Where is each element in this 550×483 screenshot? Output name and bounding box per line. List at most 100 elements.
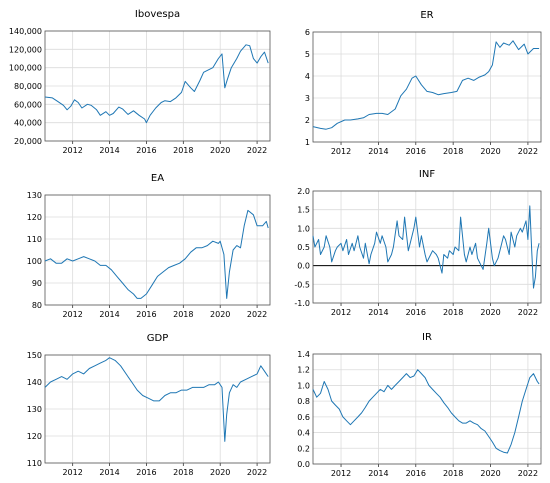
y-tick-label: 120	[27, 432, 42, 441]
y-tick-label: 1.4	[297, 350, 310, 359]
plot-frame	[312, 190, 542, 304]
y-tick-label: 110	[27, 235, 42, 244]
chart-ibovespa: 20,000 40,000 60,000 80,000 100,000 120,000 14…	[9, 9, 271, 155]
x-tick-label: 2020	[480, 469, 500, 478]
y-tick-label: 0.5	[297, 243, 310, 252]
y-tick-label: 130	[27, 405, 42, 414]
x-tick-label: 2020	[480, 308, 500, 317]
x-tick-label: 2014	[368, 308, 388, 317]
x-tick-label: 2022	[518, 469, 538, 478]
x-tick-label: 2018	[443, 469, 463, 478]
x-tick-label: 2020	[210, 468, 230, 477]
y-tick-label: 5	[305, 50, 310, 59]
y-tick-label: 2.0	[297, 187, 310, 196]
y-tick-label: 40,000	[14, 119, 42, 128]
y-tick-label: 0.2	[297, 444, 310, 453]
plot-frame	[44, 354, 271, 464]
plot-area	[313, 354, 541, 464]
x-tick-label: 2020	[210, 146, 230, 155]
x-tick-label: 2018	[443, 308, 463, 317]
y-tick-label: 1.0	[297, 381, 310, 390]
x-tick-label: 2016	[136, 468, 156, 477]
y-tick-label: 150	[27, 351, 42, 360]
x-tick-label: 2016	[406, 147, 426, 156]
x-tick-label: 2020	[480, 147, 500, 156]
y-tick-label: 20,000	[14, 137, 42, 146]
x-tick-label: 2022	[518, 308, 538, 317]
y-tick-label: 100,000	[9, 64, 42, 73]
chart-title: GDP	[147, 333, 168, 344]
y-tick-label: 140	[27, 378, 42, 387]
series-line-gdp	[44, 357, 269, 442]
chart-title: Ibovespa	[135, 9, 180, 20]
y-tick-label: 2	[305, 116, 310, 125]
x-tick-label: 2022	[247, 468, 267, 477]
y-tick-label: -0.5	[294, 280, 310, 289]
chart-title: EA	[151, 173, 164, 184]
y-tick-label: 100	[27, 257, 42, 266]
x-tick-label: 2016	[406, 308, 426, 317]
chart-ir: 0.0 0.2 0.4 0.6 0.8 1.0 1.2 1.4 2012 2014 2016 2018…	[297, 332, 542, 478]
y-tick-label: 140,000	[9, 27, 42, 36]
y-tick-label: 4	[305, 72, 310, 81]
x-tick-label: 2016	[136, 146, 156, 155]
x-tick-label: 2012	[331, 147, 351, 156]
x-tick-label: 2018	[173, 310, 193, 319]
x-tick-label: 2014	[99, 468, 119, 477]
y-tick-label: -1.0	[294, 299, 310, 308]
plot-frame	[44, 194, 271, 306]
plot-frame	[312, 31, 542, 143]
plot-area	[313, 32, 541, 142]
y-tick-label: 90	[32, 279, 42, 288]
chart-title: IR	[422, 332, 432, 343]
x-tick-label: 2014	[99, 146, 119, 155]
x-tick-label: 2016	[406, 469, 426, 478]
x-tick-label: 2014	[368, 469, 388, 478]
y-tick-label: 0.0	[297, 460, 310, 469]
x-tick-label: 2018	[443, 147, 463, 156]
y-tick-label: 0.4	[297, 429, 310, 438]
y-tick-label: 1.2	[297, 366, 310, 375]
chart-title: ER	[420, 10, 433, 21]
y-tick-label: 130	[27, 191, 42, 200]
chart-inf: -1.0 -0.5 0.0 0.5 1.0 1.5 2.0 2012 2014 2016 2018 2…	[294, 169, 542, 317]
x-tick-label: 2018	[173, 146, 193, 155]
x-tick-label: 2018	[173, 468, 193, 477]
series-line-ea	[44, 209, 269, 299]
x-tick-label: 2014	[368, 147, 388, 156]
y-tick-label: 6	[305, 28, 310, 37]
y-tick-label: 3	[305, 94, 310, 103]
x-tick-label: 2016	[136, 310, 156, 319]
plot-frame	[312, 353, 542, 465]
y-tick-label: 1	[305, 138, 310, 147]
y-tick-label: 0.8	[297, 397, 310, 406]
y-tick-label: 120	[27, 213, 42, 222]
y-tick-label: 80	[32, 301, 42, 310]
plot-area	[45, 195, 270, 305]
y-tick-label: 80,000	[14, 82, 42, 91]
y-tick-label: 1.0	[297, 224, 310, 233]
x-tick-label: 2012	[62, 146, 82, 155]
series-line-er	[312, 40, 540, 130]
x-tick-label: 2012	[62, 468, 82, 477]
y-tick-label: 0.6	[297, 413, 310, 422]
series-line-inf	[312, 205, 540, 289]
plot-frame	[44, 30, 271, 142]
series-line-ibovespa	[44, 44, 269, 124]
y-tick-label: 110	[27, 459, 42, 468]
chart-gdp: 110 120 130 140 150 2012 2014 2016 2018 2020 2022 G…	[27, 333, 271, 477]
x-tick-label: 2020	[210, 310, 230, 319]
series-line-ir	[312, 369, 540, 454]
y-tick-label: 0.0	[297, 262, 310, 271]
chart-er: 1 2 3 4 5 6 2012 2014 2016 2018 2020 2022 ER	[305, 10, 542, 156]
y-tick-label: 120,000	[9, 45, 42, 54]
x-tick-label: 2022	[518, 147, 538, 156]
x-tick-label: 2012	[331, 469, 351, 478]
x-tick-label: 2012	[331, 308, 351, 317]
y-tick-label: 1.5	[297, 206, 310, 215]
x-tick-label: 2022	[247, 146, 267, 155]
chart-title: INF	[419, 169, 435, 180]
y-tick-label: 60,000	[14, 100, 42, 109]
x-tick-label: 2022	[247, 310, 267, 319]
